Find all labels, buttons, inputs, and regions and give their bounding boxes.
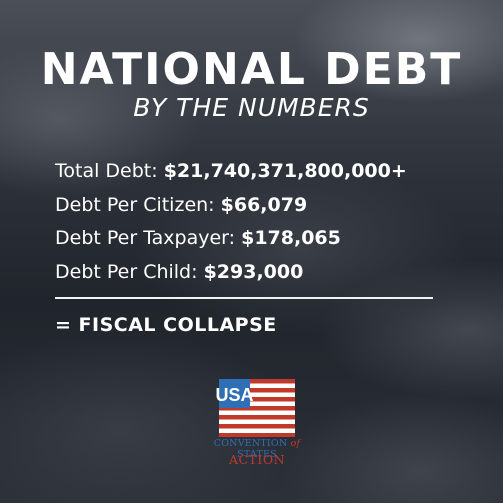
stat-debt-per-child: Debt Per Child: $293,000 — [55, 260, 407, 283]
stat-label: Total Debt: — [55, 160, 158, 182]
stat-value: $21,740,371,800,000+ — [163, 160, 407, 182]
logo-line-1: CONVENTION of STATES — [205, 438, 309, 460]
stat-label: Debt Per Taxpayer: — [55, 227, 236, 249]
conclusion-text: = FISCAL COLLAPSE — [55, 314, 277, 336]
page-title: NATIONAL DEBT — [40, 44, 463, 95]
stat-total-debt: Total Debt: $21,740,371,800,000+ — [55, 162, 407, 181]
stat-debt-per-citizen: Debt Per Citizen: $66,079 — [55, 193, 407, 216]
stat-label: Debt Per Citizen: — [55, 193, 215, 216]
logo-word-states: STATES — [237, 449, 277, 460]
stat-debt-per-taxpayer: Debt Per Taxpayer: $178,065 — [55, 229, 407, 248]
logo-line-2: ACTION — [228, 452, 286, 467]
flag-text: USA — [215, 385, 253, 405]
stat-label: Debt Per Child: — [55, 260, 198, 283]
convention-of-states-logo: USA CONVENTION of STATES ACTION — [205, 379, 309, 473]
logo-word-convention: CONVENTION — [213, 438, 288, 449]
stats-list: Total Debt: $21,740,371,800,000+ Debt Pe… — [55, 162, 407, 296]
page-subtitle: BY THE NUMBERS — [133, 93, 370, 122]
logo-word-of: of — [290, 438, 301, 449]
stat-value: $178,065 — [241, 227, 341, 249]
divider — [55, 297, 433, 299]
stat-value: $66,079 — [220, 193, 308, 216]
flag-icon: USA — [215, 379, 295, 437]
stat-value: $293,000 — [203, 260, 304, 283]
